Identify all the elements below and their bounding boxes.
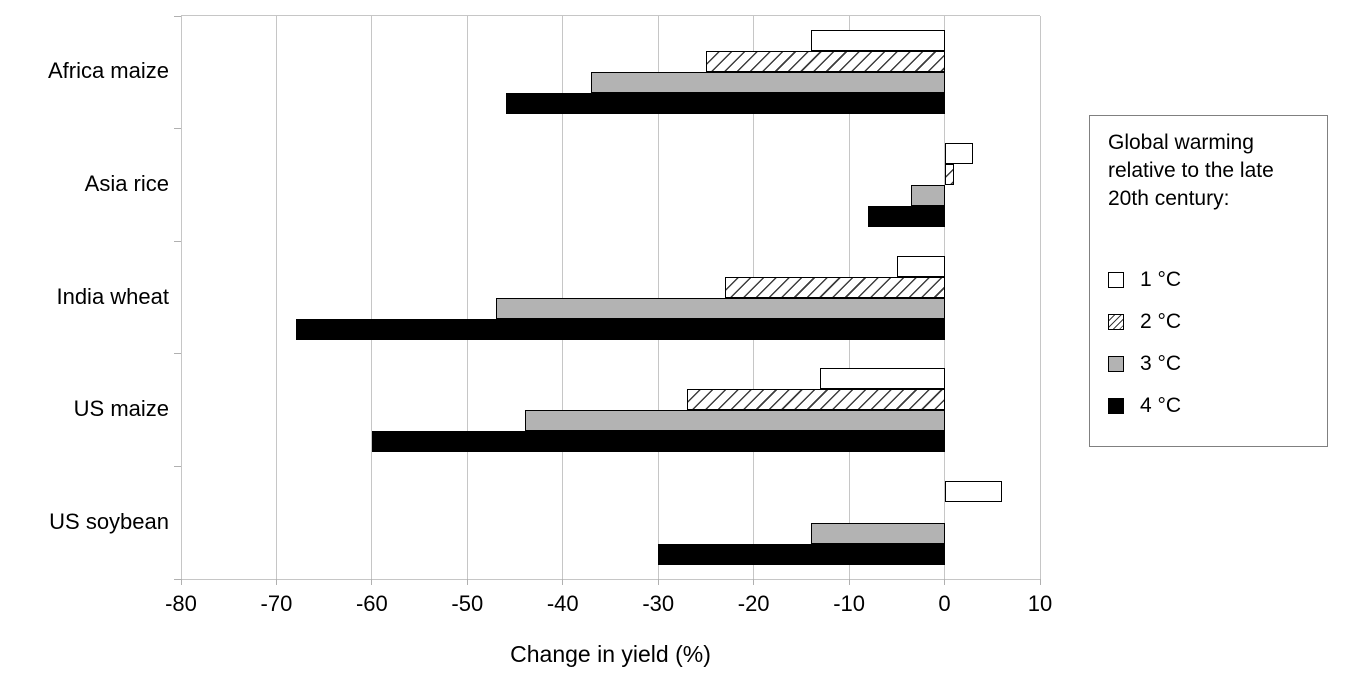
x-tick--60: [371, 579, 373, 585]
legend-swatch-3c-icon: [1108, 356, 1124, 372]
x-tick-label: 10: [1027, 591, 1053, 616]
gridline-x--70: [275, 16, 277, 579]
legend-item-label: 4 °C: [1140, 394, 1182, 417]
y-tick: [174, 128, 181, 130]
bar-us-maize-4c: [371, 431, 945, 453]
x-tick-0: [944, 579, 946, 585]
bar-asia-rice-3c: [911, 184, 945, 206]
gridline-x--60: [371, 16, 373, 579]
legend-title: Global warming relative to the late 20th…: [1108, 131, 1274, 210]
bar-asia-rice-2c: [944, 163, 955, 185]
x-tick--70: [275, 579, 277, 585]
gridline-x-0: [944, 16, 946, 579]
legend-item-label: 2 °C: [1140, 310, 1182, 333]
legend-swatch-2c-icon: [1108, 314, 1124, 330]
legend-swatch-4c-icon: [1108, 398, 1124, 414]
bar-africa-maize-2c: [705, 51, 945, 73]
legend-items: 1 °C 2 °C 3 °C 4 °C: [1108, 268, 1317, 417]
y-tick: [174, 15, 181, 17]
x-tick-label: -40: [546, 591, 579, 616]
gridline-x-10: [1039, 16, 1041, 579]
legend: Global warming relative to the late 20th…: [1089, 115, 1328, 447]
plot-area: [174, 15, 1041, 585]
x-tick--30: [657, 579, 659, 585]
legend-item-1c: 1 °C: [1108, 268, 1317, 291]
x-tick-label: -50: [451, 591, 484, 616]
x-axis-title: Change in yield (%): [510, 641, 711, 667]
x-tick-label: 0: [938, 591, 951, 616]
bar-india-wheat-2c: [725, 276, 945, 298]
legend-item-2c: 2 °C: [1108, 310, 1317, 333]
bar-india-wheat-4c: [295, 318, 945, 340]
x-tick--40: [562, 579, 564, 585]
gridline-x--80: [180, 16, 182, 579]
legend-swatch-1c-icon: [1108, 272, 1124, 288]
bar-asia-rice-4c: [868, 205, 945, 227]
category-label: India wheat: [56, 283, 169, 309]
bar-africa-maize-4c: [505, 93, 945, 115]
bar-asia-rice-1c: [944, 142, 974, 164]
legend-item-4c: 4 °C: [1108, 394, 1317, 417]
x-tick-label: -10: [833, 591, 865, 616]
bar-us-maize-3c: [524, 410, 945, 432]
legend-item-label: 3 °C: [1140, 352, 1182, 375]
y-tick: [174, 353, 181, 355]
gridline-x--50: [466, 16, 468, 579]
bar-us-soybean-1c: [944, 480, 1002, 502]
x-tick-label: -60: [355, 591, 388, 616]
bar-us-soybean-3c: [810, 522, 945, 544]
x-tick--50: [466, 579, 468, 585]
category-label: Asia rice: [84, 170, 169, 196]
x-tick-label: -70: [260, 591, 293, 616]
bar-india-wheat-3c: [495, 297, 945, 319]
legend-item-3c: 3 °C: [1108, 352, 1317, 375]
category-label: Africa maize: [47, 58, 169, 84]
y-tick: [174, 465, 181, 467]
x-tick--20: [753, 579, 755, 585]
x-tick--10: [848, 579, 850, 585]
x-tick-label: -30: [642, 591, 675, 616]
y-tick: [174, 578, 181, 580]
x-tick-label: -80: [165, 591, 197, 616]
bar-africa-maize-1c: [810, 30, 945, 52]
category-label: US maize: [73, 396, 169, 422]
y-tick: [174, 240, 181, 242]
x-tick-label: -20: [737, 591, 770, 616]
x-tick--80: [180, 579, 182, 585]
bar-africa-maize-3c: [591, 72, 945, 94]
bar-us-maize-2c: [686, 389, 945, 411]
legend-item-label: 1 °C: [1140, 268, 1182, 291]
bar-us-soybean-4c: [658, 543, 945, 565]
category-label: US soybean: [49, 508, 169, 534]
bar-india-wheat-1c: [896, 255, 945, 277]
x-tick-10: [1039, 579, 1041, 585]
bar-us-maize-1c: [820, 368, 945, 390]
